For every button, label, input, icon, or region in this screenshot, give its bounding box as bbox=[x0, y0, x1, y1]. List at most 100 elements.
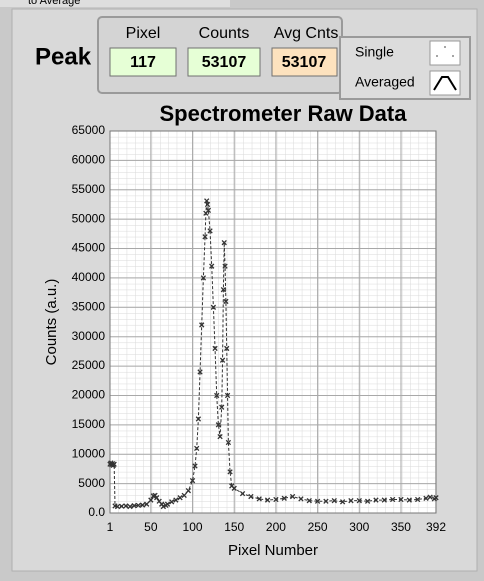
data-point bbox=[144, 501, 150, 507]
data-point bbox=[423, 495, 429, 501]
y-tick-label: 65000 bbox=[72, 123, 106, 137]
field-value: 117 bbox=[130, 54, 156, 71]
field-label: Pixel bbox=[126, 25, 161, 42]
plot-border bbox=[109, 130, 437, 514]
data-point bbox=[281, 495, 287, 501]
data-point bbox=[339, 499, 346, 505]
x-tick-label: 200 bbox=[266, 520, 286, 534]
data-point bbox=[202, 234, 208, 240]
y-axis-label: Counts (a.u.) bbox=[43, 279, 60, 366]
y-tick-label: 55000 bbox=[72, 182, 106, 196]
data-point bbox=[194, 445, 200, 452]
data-point bbox=[221, 240, 227, 246]
data-point bbox=[169, 499, 175, 505]
x-tick-label: 1 bbox=[107, 520, 114, 534]
legend-icon[interactable] bbox=[429, 40, 461, 66]
data-point bbox=[195, 416, 202, 422]
x-tick-label: 100 bbox=[183, 520, 203, 534]
data-point bbox=[306, 497, 312, 504]
data-point bbox=[209, 263, 215, 269]
data-point bbox=[289, 493, 296, 500]
y-tick-label: 30000 bbox=[72, 329, 106, 343]
x-tick-label: 300 bbox=[349, 520, 369, 534]
x-axis-label: Pixel Number bbox=[228, 542, 318, 559]
data-point bbox=[217, 433, 223, 440]
data-point bbox=[173, 497, 179, 503]
data-point bbox=[356, 497, 362, 504]
x-tick-label: 350 bbox=[391, 520, 411, 534]
data-point bbox=[406, 497, 412, 503]
top-strip bbox=[0, 0, 230, 7]
data-point bbox=[231, 485, 237, 491]
data-point bbox=[185, 488, 192, 494]
field-box bbox=[109, 47, 177, 77]
data-point bbox=[212, 345, 218, 352]
data-point bbox=[223, 298, 229, 305]
field-box bbox=[271, 47, 338, 77]
y-tick-label: 50000 bbox=[72, 211, 106, 225]
data-point bbox=[273, 496, 279, 503]
data-point bbox=[135, 502, 142, 509]
data-point bbox=[139, 502, 146, 508]
plot: 0.0 5000 10000 15000 20000 25000 30000 35000 400… bbox=[72, 123, 447, 534]
data-point bbox=[177, 495, 183, 501]
data-point bbox=[199, 322, 205, 328]
data-point bbox=[331, 497, 337, 504]
y-tick-label: 60000 bbox=[72, 153, 106, 167]
legend-icon-dot bbox=[452, 55, 454, 57]
data-point bbox=[227, 469, 233, 475]
data-point bbox=[111, 461, 117, 467]
y-tick-label: 5000 bbox=[78, 476, 105, 490]
x-tick-label: 392 bbox=[426, 520, 446, 534]
x-tick-label: 150 bbox=[224, 520, 244, 534]
x-tick-label: 250 bbox=[308, 520, 328, 534]
x-tick-label: 50 bbox=[144, 520, 158, 534]
data-point bbox=[204, 198, 210, 204]
data-point bbox=[215, 422, 222, 428]
data-point bbox=[414, 496, 421, 503]
data-point bbox=[205, 207, 212, 213]
data-point bbox=[123, 503, 129, 509]
y-tick-label: 25000 bbox=[72, 358, 106, 372]
data-point bbox=[427, 494, 433, 500]
data-point bbox=[433, 495, 439, 501]
chart-title: Spectrometer Raw Data bbox=[160, 101, 408, 126]
y-tick-label: 15000 bbox=[72, 417, 106, 431]
data-point bbox=[248, 493, 254, 500]
y-tick-label: 35000 bbox=[72, 299, 106, 313]
data-point bbox=[219, 357, 226, 363]
data-point bbox=[264, 497, 271, 503]
data-point bbox=[181, 492, 187, 499]
legend-icon-dot bbox=[444, 46, 446, 48]
data-point bbox=[189, 478, 196, 484]
data-point bbox=[148, 497, 154, 503]
data-point bbox=[364, 498, 371, 504]
legend-icon-line bbox=[433, 76, 457, 91]
data-point bbox=[164, 501, 171, 507]
data-point bbox=[256, 496, 262, 502]
header-fragment: to Average bbox=[28, 0, 80, 7]
data-point bbox=[119, 503, 125, 509]
y-tick-label: 40000 bbox=[72, 270, 106, 284]
y-tick-label: 20000 bbox=[72, 388, 106, 402]
field-label: Counts bbox=[199, 25, 250, 42]
data-point bbox=[127, 503, 133, 510]
data-point bbox=[398, 496, 404, 503]
data-point bbox=[207, 228, 213, 234]
field-value: 53107 bbox=[282, 54, 327, 71]
y-tick-label: 45000 bbox=[72, 241, 106, 255]
data-point bbox=[348, 497, 354, 504]
legend-icon[interactable] bbox=[429, 70, 461, 96]
legend-icon-dot bbox=[436, 55, 438, 57]
data-point bbox=[197, 369, 203, 375]
field-value: 53107 bbox=[202, 54, 247, 71]
data-point bbox=[200, 275, 207, 281]
y-tick-label: 0.0 bbox=[88, 505, 105, 519]
data-point bbox=[224, 392, 231, 399]
data-point bbox=[381, 497, 387, 503]
data-point bbox=[298, 496, 304, 502]
data-point bbox=[154, 495, 160, 501]
data-point bbox=[219, 404, 225, 410]
data-point bbox=[389, 496, 396, 503]
data-point bbox=[373, 497, 379, 503]
